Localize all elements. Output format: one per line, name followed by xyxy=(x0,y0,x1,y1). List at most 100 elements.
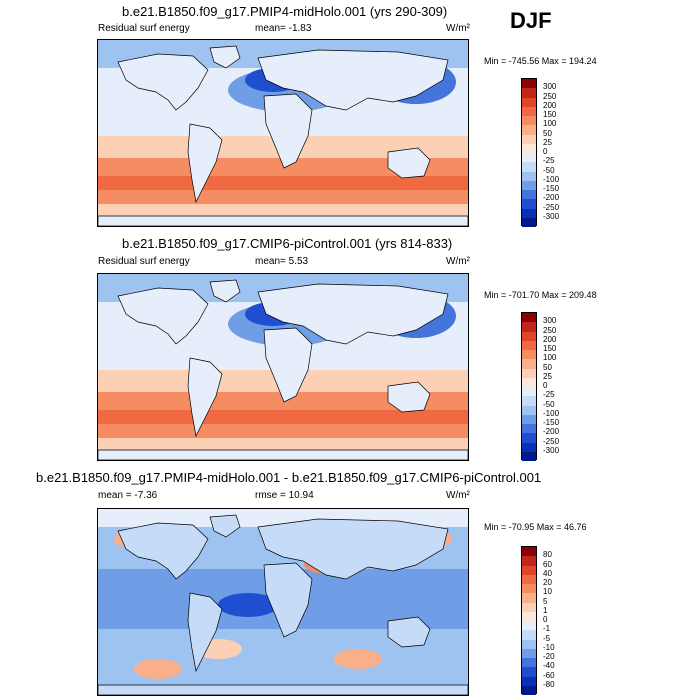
colorbar-swatch xyxy=(522,639,536,649)
colorbar-swatch xyxy=(522,143,536,153)
panel-1-map-field xyxy=(98,40,468,226)
colorbar-tick-label: 25 xyxy=(543,137,552,147)
map-anomaly-patch xyxy=(218,593,278,617)
colorbar-swatch xyxy=(522,313,536,323)
colorbar-tick-label: 0 xyxy=(543,147,548,156)
map-coastline xyxy=(117,522,209,580)
map-coastline xyxy=(117,53,209,111)
colorbar-tick-label: -1 xyxy=(543,624,551,634)
colorbar-tick-label: -40 xyxy=(543,661,555,671)
colorbar-tick-label: -300 xyxy=(543,211,560,221)
panel-1-title: b.e21.B1850.f09_g17.PMIP4-midHolo.001 (y… xyxy=(122,4,448,19)
colorbar-swatch xyxy=(522,171,536,181)
colorbar-swatch xyxy=(522,106,536,116)
colorbar-swatch xyxy=(522,350,536,360)
map-coastline xyxy=(209,514,241,538)
colorbar-tick-label: -250 xyxy=(543,202,560,212)
colorbar-swatch xyxy=(522,451,536,461)
map-coastline xyxy=(257,283,449,345)
panel-3-minmax: Min = -70.95 Max = 46.76 xyxy=(484,522,587,532)
panel-3-colorbar: 80 60 40 20 10 5 1 0 -1 -5 -10 -20 -40 -60 -80 xyxy=(521,546,581,695)
map-coastline xyxy=(257,49,449,111)
map-band-subpolar xyxy=(98,438,468,450)
colorbar-swatch xyxy=(522,433,536,443)
panel-3-rmse-label: rmse = 10.94 xyxy=(255,490,314,501)
map-coastline xyxy=(98,215,468,226)
colorbar-tick-label: 100 xyxy=(543,119,557,129)
colorbar-swatch xyxy=(522,116,536,126)
panel-3-title: b.e21.B1850.f09_g17.PMIP4-midHolo.001 - … xyxy=(36,470,542,485)
colorbar-swatch xyxy=(522,217,536,227)
colorbar-swatch xyxy=(522,621,536,631)
map-anomaly-patch xyxy=(134,659,182,679)
map-coastline xyxy=(387,381,431,413)
colorbar-swatch xyxy=(522,611,536,621)
panel-1-variable-label: Residual surf energy xyxy=(98,23,190,34)
colorbar-tick-label: 150 xyxy=(543,344,557,353)
colorbar-swatch xyxy=(522,602,536,612)
panel-1-minmax: Min = -745.56 Max = 194.24 xyxy=(484,56,597,66)
map-coastline xyxy=(263,562,313,638)
colorbar-swatches xyxy=(521,78,537,227)
colorbar-swatch xyxy=(522,134,536,144)
colorbar-tick-label: -25 xyxy=(543,390,555,400)
colorbar-swatches xyxy=(521,312,537,461)
colorbar-swatch xyxy=(522,180,536,190)
map-coastline xyxy=(98,449,468,460)
panel-3-mean-label: mean = -7.36 xyxy=(98,490,158,501)
colorbar-swatch xyxy=(522,405,536,415)
colorbar-swatch xyxy=(522,322,536,332)
colorbar-swatch xyxy=(522,377,536,387)
colorbar-swatch xyxy=(522,442,536,452)
colorbar-tick-label: 300 xyxy=(543,316,557,326)
colorbar-tick-label: 100 xyxy=(543,353,557,363)
panel-2-units: W/m² xyxy=(446,256,470,267)
colorbar-tick-label: -200 xyxy=(543,193,560,203)
map-coastline xyxy=(387,147,431,179)
colorbar-tick-label: 200 xyxy=(543,334,557,344)
panel-2-minmax: Min = -701.70 Max = 209.48 xyxy=(484,290,597,300)
map-coastline xyxy=(263,327,313,403)
map-band-subpolar xyxy=(98,204,468,216)
colorbar-tick-label: 60 xyxy=(543,559,552,569)
colorbar-swatch xyxy=(522,153,536,163)
colorbar-tick-label: -100 xyxy=(543,174,560,184)
colorbar-swatch xyxy=(522,667,536,677)
colorbar-tick-label: -50 xyxy=(543,165,555,175)
season-label: DJF xyxy=(510,8,552,33)
panel-3-map xyxy=(97,508,469,696)
colorbar-tick-label: 20 xyxy=(543,578,552,587)
colorbar-tick-label: 5 xyxy=(543,596,548,606)
colorbar-tick-label: 10 xyxy=(543,587,552,597)
colorbar-tick-label: 150 xyxy=(543,110,557,119)
colorbar-tick-label: 40 xyxy=(543,568,552,578)
map-band-southern-strong xyxy=(98,176,468,190)
colorbar-tick-label: 50 xyxy=(543,128,552,138)
colorbar-swatch xyxy=(522,556,536,566)
map-coastline xyxy=(257,518,449,580)
map-coastline xyxy=(187,592,223,673)
colorbar-swatches xyxy=(521,546,537,695)
colorbar-tick-label: -10 xyxy=(543,642,555,652)
colorbar-swatch xyxy=(522,658,536,668)
colorbar-swatch xyxy=(522,584,536,594)
map-coastline xyxy=(209,279,241,303)
colorbar-tick-label: -60 xyxy=(543,670,555,680)
panel-2-map-field xyxy=(98,274,468,460)
colorbar-swatch xyxy=(522,547,536,557)
map-coastline xyxy=(117,287,209,345)
panel-1-mean-label: mean= -1.83 xyxy=(255,23,312,34)
colorbar-tick-label: -150 xyxy=(543,184,560,193)
colorbar-tick-label: -5 xyxy=(543,633,551,643)
colorbar-tick-label: -20 xyxy=(543,652,555,661)
panel-2-colorbar: 300 250 200 150 100 50 25 0 -25 -50 -100 -150 -200 -2… xyxy=(521,312,581,461)
colorbar-swatch xyxy=(522,565,536,575)
colorbar-swatch xyxy=(522,396,536,406)
colorbar-tick-label: -25 xyxy=(543,156,555,166)
colorbar-swatch xyxy=(522,685,536,695)
panel-1-colorbar: 300 250 200 150 100 50 25 0 -25 -50 -100 -150 -200 -2… xyxy=(521,78,581,227)
colorbar-tick-label: 25 xyxy=(543,371,552,381)
colorbar-swatch xyxy=(522,331,536,341)
panel-1-units: W/m² xyxy=(446,23,470,34)
panel-2-mean-label: mean= 5.53 xyxy=(255,256,309,267)
